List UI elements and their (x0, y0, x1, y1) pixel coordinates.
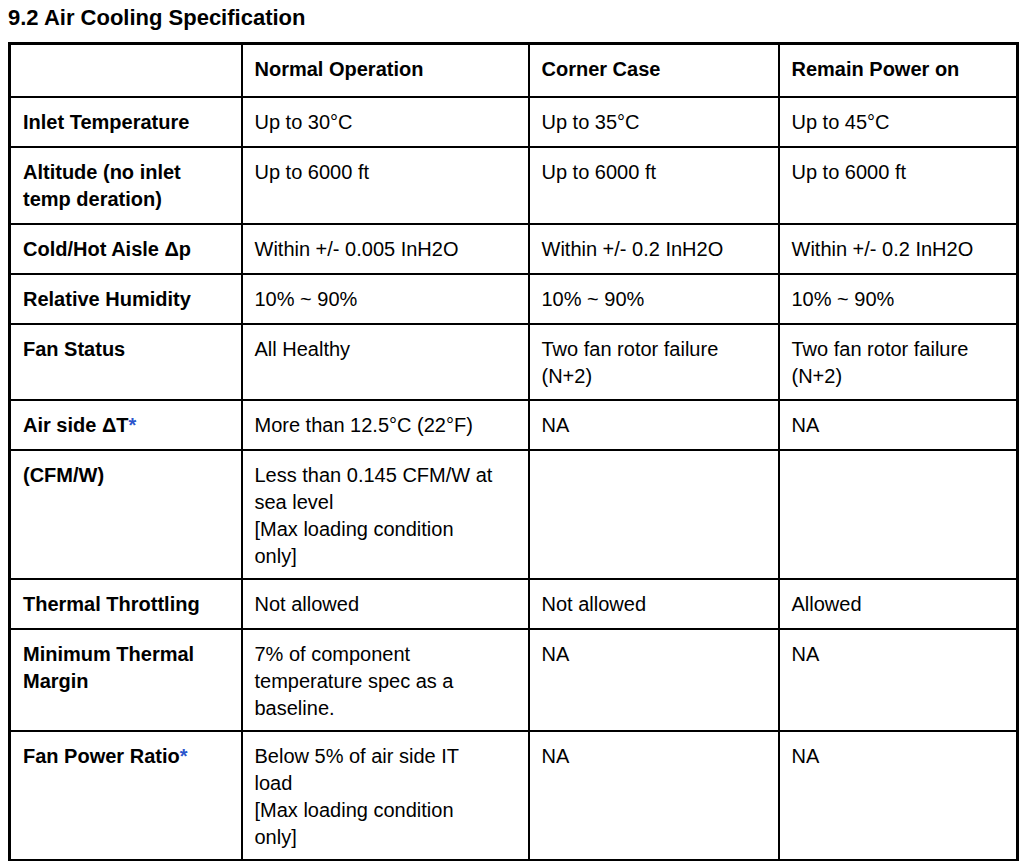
cell-normal-operation: Less than 0.145 CFM/W at sea level [Max … (242, 450, 529, 579)
row-label-text: Fan Power Ratio (23, 745, 180, 767)
row-label: Fan Status (10, 324, 242, 400)
header-empty-cell (10, 44, 242, 97)
row-altitude: Altitude (no inlet temp deration) Up to … (10, 147, 1018, 224)
cell-remain-power-on: NA (779, 731, 1018, 861)
cell-normal-operation: All Healthy (242, 324, 529, 400)
cell-corner-case: 10% ~ 90% (529, 274, 779, 324)
row-air-side-dt: Air side ΔT* More than 12.5°C (22°F) NA … (10, 400, 1018, 450)
row-label-text: Cold/Hot Aisle Δp (23, 238, 191, 260)
row-fan-power-ratio: Fan Power Ratio* Below 5% of air side IT… (10, 731, 1018, 861)
row-label: Inlet Temperature (10, 97, 242, 147)
footnote-asterisk: * (129, 414, 137, 436)
document-page: 9.2 Air Cooling Specification Normal Ope… (0, 0, 1024, 861)
cell-remain-power-on (779, 450, 1018, 579)
cell-corner-case (529, 450, 779, 579)
cell-remain-power-on: 10% ~ 90% (779, 274, 1018, 324)
row-min-thermal-margin: Minimum Thermal Margin 7% of component t… (10, 629, 1018, 731)
row-label-text: Fan Status (23, 338, 125, 360)
row-label: Fan Power Ratio* (10, 731, 242, 861)
row-label-text: Thermal Throttling (23, 593, 200, 615)
header-remain-power-on: Remain Power on (779, 44, 1018, 97)
cell-remain-power-on: NA (779, 400, 1018, 450)
cell-normal-operation: More than 12.5°C (22°F) (242, 400, 529, 450)
cell-normal-operation: Within +/- 0.005 InH2O (242, 224, 529, 274)
row-label-text: Minimum Thermal Margin (23, 643, 194, 692)
page-title: 9.2 Air Cooling Specification (8, 5, 1016, 31)
cell-corner-case: NA (529, 629, 779, 731)
cell-remain-power-on: Allowed (779, 579, 1018, 629)
cell-remain-power-on: Up to 45°C (779, 97, 1018, 147)
row-relative-humidity: Relative Humidity 10% ~ 90% 10% ~ 90% 10… (10, 274, 1018, 324)
header-corner-case: Corner Case (529, 44, 779, 97)
cell-remain-power-on: NA (779, 629, 1018, 731)
cell-corner-case: Not allowed (529, 579, 779, 629)
air-cooling-spec-table: Normal Operation Corner Case Remain Powe… (8, 42, 1019, 861)
header-normal-operation: Normal Operation (242, 44, 529, 97)
cell-corner-case: NA (529, 400, 779, 450)
footnote-asterisk: * (180, 745, 188, 767)
cell-remain-power-on: Two fan rotor failure (N+2) (779, 324, 1018, 400)
cell-normal-operation: 7% of component temperature spec as a ba… (242, 629, 529, 731)
row-label: Altitude (no inlet temp deration) (10, 147, 242, 224)
cell-corner-case: Two fan rotor failure (N+2) (529, 324, 779, 400)
cell-normal-operation: Up to 6000 ft (242, 147, 529, 224)
cell-normal-operation: Not allowed (242, 579, 529, 629)
row-label-text: (CFM/W) (23, 464, 104, 486)
cell-remain-power-on: Up to 6000 ft (779, 147, 1018, 224)
row-fan-status: Fan Status All Healthy Two fan rotor fai… (10, 324, 1018, 400)
header-row: Normal Operation Corner Case Remain Powe… (10, 44, 1018, 97)
cell-corner-case: Up to 35°C (529, 97, 779, 147)
row-thermal-throttling: Thermal Throttling Not allowed Not allow… (10, 579, 1018, 629)
row-inlet-temperature: Inlet Temperature Up to 30°C Up to 35°C … (10, 97, 1018, 147)
row-label: Thermal Throttling (10, 579, 242, 629)
cell-normal-operation: Up to 30°C (242, 97, 529, 147)
row-label: (CFM/W) (10, 450, 242, 579)
cell-corner-case: Within +/- 0.2 InH2O (529, 224, 779, 274)
cell-corner-case: NA (529, 731, 779, 861)
row-label-text: Air side ΔT (23, 414, 129, 436)
row-cold-hot-aisle-dp: Cold/Hot Aisle Δp Within +/- 0.005 InH2O… (10, 224, 1018, 274)
cell-normal-operation: Below 5% of air side IT load [Max loadin… (242, 731, 529, 861)
row-label: Relative Humidity (10, 274, 242, 324)
cell-remain-power-on: Within +/- 0.2 InH2O (779, 224, 1018, 274)
row-label: Minimum Thermal Margin (10, 629, 242, 731)
row-label: Air side ΔT* (10, 400, 242, 450)
cell-normal-operation: 10% ~ 90% (242, 274, 529, 324)
row-label-text: Relative Humidity (23, 288, 191, 310)
row-label: Cold/Hot Aisle Δp (10, 224, 242, 274)
row-label-text: Altitude (no inlet temp deration) (23, 161, 181, 210)
row-label-text: Inlet Temperature (23, 111, 189, 133)
row-cfm-w: (CFM/W) Less than 0.145 CFM/W at sea lev… (10, 450, 1018, 579)
cell-corner-case: Up to 6000 ft (529, 147, 779, 224)
